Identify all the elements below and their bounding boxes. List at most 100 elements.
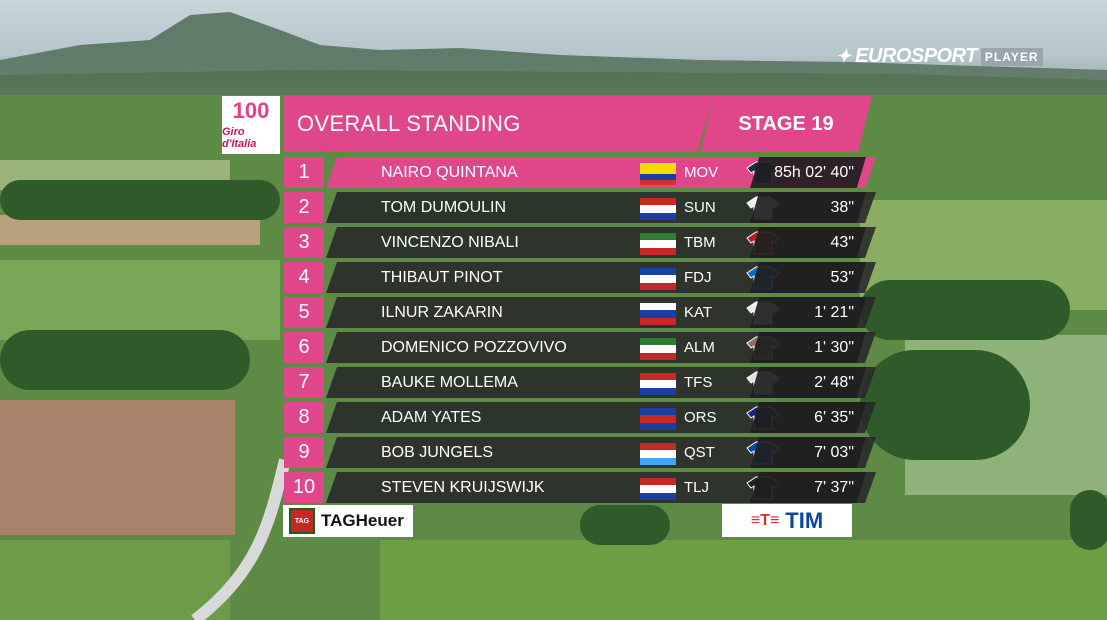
time-gap: 43" (830, 234, 854, 251)
rider-name: DOMENICO POZZOVIVO (381, 339, 567, 356)
time-gap-cell: 38" (750, 192, 866, 223)
table-row: 3 VINCENZO NIBALI TBM 43" (284, 227, 876, 258)
time-gap-cell: 43" (750, 227, 866, 258)
team-code: ALM (684, 339, 715, 356)
time-gap: 53" (830, 269, 854, 286)
time-gap: 7' 03" (814, 444, 854, 461)
time-gap: 38" (830, 199, 854, 216)
time-gap: 2' 48" (814, 374, 854, 391)
position-number: 9 (284, 437, 324, 468)
eurosport-swoosh-icon: ✦ (836, 46, 852, 66)
table-row: 2 TOM DUMOULIN SUN 38" (284, 192, 876, 223)
tagheuer-shield-icon: TAG (289, 508, 315, 534)
country-flag-icon (640, 163, 676, 185)
time-gap-cell: 7' 37" (750, 472, 866, 503)
eurosport-brand: EUROSPORT (855, 45, 977, 67)
table-row: 5 ILNUR ZAKARIN KAT 1' 21" (284, 297, 876, 328)
flag-stripe (640, 310, 676, 318)
tagheuer-sponsor: TAG TAGHeuer (283, 505, 413, 537)
tim-sponsor: ≡T≡ TIM (722, 504, 852, 537)
country-flag-icon (640, 303, 676, 325)
team-code: KAT (684, 304, 713, 321)
time-gap-cell: 7' 03" (750, 437, 866, 468)
flag-stripe (640, 443, 676, 451)
flag-stripe (640, 478, 676, 486)
position-number: 6 (284, 332, 324, 363)
rider-name: VINCENZO NIBALI (381, 234, 519, 251)
time-gap-cell: 2' 48" (750, 367, 866, 398)
flag-stripe (640, 415, 676, 423)
flag-stripe (640, 233, 676, 241)
flag-stripe (640, 485, 676, 493)
country-flag-icon (640, 443, 676, 465)
tagheuer-wordmark: TAGHeuer (321, 511, 404, 530)
giro-logo-number: 100 (232, 98, 270, 123)
time-gap: 6' 35" (814, 409, 854, 426)
time-gap-cell: 53" (750, 262, 866, 293)
rider-name: THIBAUT PINOT (381, 269, 503, 286)
country-flag-icon (640, 268, 676, 290)
table-row: 6 DOMENICO POZZOVIVO ALM 1' 30" (284, 332, 876, 363)
flag-stripe (640, 373, 676, 381)
team-code: MOV (684, 164, 719, 181)
table-row: 1 NAIRO QUINTANA MOV 85h 02' 40" (284, 157, 876, 188)
time-gap: 1' 30" (814, 339, 854, 356)
standings-table: 1 NAIRO QUINTANA MOV 85h 02' 40" 2 TOM DUMOUL… (284, 157, 876, 507)
country-flag-icon (640, 408, 676, 430)
rider-name: TOM DUMOULIN (381, 199, 507, 216)
flag-stripe (640, 345, 676, 353)
table-row: 10 STEVEN KRUIJSWIJK TLJ 7' 37" (284, 472, 876, 503)
rider-name: ADAM YATES (381, 409, 482, 426)
team-code: ORS (684, 409, 717, 426)
position-number: 1 (284, 157, 324, 188)
flag-stripe (640, 387, 676, 395)
flag-stripe (640, 352, 676, 360)
tim-wordmark: TIM (785, 507, 824, 533)
team-code: TLJ (684, 479, 710, 496)
position-number: 2 (284, 192, 324, 223)
time-gap-cell: 85h 02' 40" (750, 157, 866, 188)
stage-banner: STAGE 19 (700, 96, 872, 152)
country-flag-icon (640, 478, 676, 500)
table-row: 9 BOB JUNGELS QST 7' 03" (284, 437, 876, 468)
position-number: 4 (284, 262, 324, 293)
flag-stripe (640, 282, 676, 290)
flag-stripe (640, 275, 676, 283)
flag-stripe (640, 174, 676, 180)
haze (0, 55, 1107, 95)
giro-logo-name: Giro d'Italia (222, 126, 257, 150)
team-code: TFS (684, 374, 713, 391)
time-gap-cell: 6' 35" (750, 402, 866, 433)
team-code: SUN (684, 199, 716, 216)
team-code: QST (684, 444, 715, 461)
giro-logo: 100 Giro d'Italia (222, 96, 280, 154)
flag-stripe (640, 380, 676, 388)
position-number: 5 (284, 297, 324, 328)
time-gap-cell: 1' 30" (750, 332, 866, 363)
team-code: TBM (684, 234, 716, 251)
country-flag-icon (640, 373, 676, 395)
table-row: 7 BAUKE MOLLEMA TFS 2' 48" (284, 367, 876, 398)
flag-stripe (640, 268, 676, 276)
time-gap: 1' 21" (814, 304, 854, 321)
position-number: 10 (284, 472, 324, 503)
flag-stripe (640, 163, 676, 169)
flag-stripe (640, 422, 676, 430)
tim-logo-icon: ≡T≡ (750, 511, 780, 529)
table-row: 4 THIBAUT PINOT FDJ 53" (284, 262, 876, 293)
flag-stripe (640, 240, 676, 248)
flag-stripe (640, 492, 676, 500)
standings-title-banner: OVERALL STANDING (284, 96, 714, 152)
flag-stripe (640, 317, 676, 325)
player-badge: PLAYER (980, 47, 1043, 66)
flag-stripe (640, 450, 676, 458)
flag-stripe (640, 408, 676, 416)
flag-stripe (640, 179, 676, 185)
eurosport-player-logo: ✦ EUROSPORT PLAYER (836, 45, 1043, 68)
time-gap-cell: 1' 21" (750, 297, 866, 328)
time-gap: 85h 02' 40" (774, 164, 854, 181)
table-row: 8 ADAM YATES ORS 6' 35" (284, 402, 876, 433)
position-number: 7 (284, 367, 324, 398)
flag-stripe (640, 303, 676, 311)
country-flag-icon (640, 338, 676, 360)
